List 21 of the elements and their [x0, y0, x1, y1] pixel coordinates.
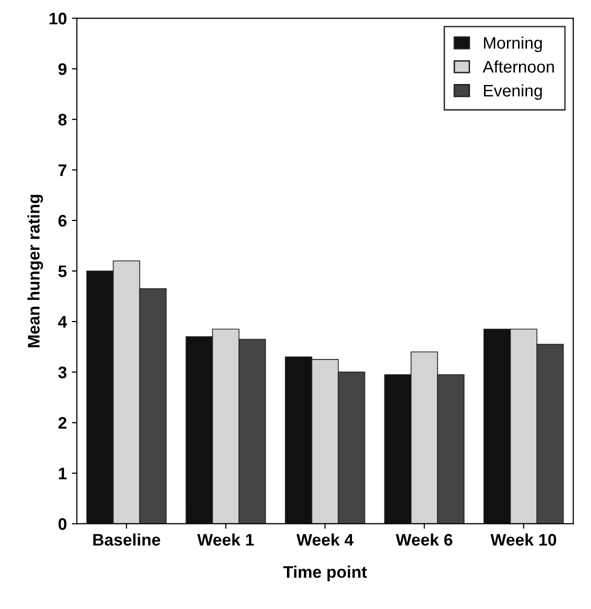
legend-label: Afternoon [482, 60, 554, 73]
y-tick-label: 7 [58, 164, 66, 176]
y-tick-label: 8 [58, 114, 67, 126]
y-tick-label: 9 [58, 63, 66, 76]
x-tick-label: Week 4 [296, 533, 354, 546]
y-tick-label: 1 [58, 468, 67, 480]
y-tick-label: 0 [58, 518, 66, 530]
y-tick-label: 4 [58, 316, 68, 328]
y-tick-label: 2 [58, 417, 66, 429]
x-tick-label: Week 6 [396, 533, 452, 546]
y-tick-label: 5 [58, 266, 67, 278]
legend-label: Morning [484, 36, 542, 52]
y-axis-title: Mean hunger rating [27, 194, 44, 348]
y-tick-label: 10 [50, 12, 66, 24]
legend-label: Evening [484, 84, 542, 100]
x-axis-title: Time point [283, 566, 367, 582]
x-tick-label: Week 1 [197, 533, 254, 546]
x-tick-label: Week 10 [490, 533, 556, 546]
y-tick-label: 3 [58, 366, 67, 378]
x-tick-label: Baseline [93, 533, 160, 546]
y-tick-label: 6 [58, 214, 67, 227]
